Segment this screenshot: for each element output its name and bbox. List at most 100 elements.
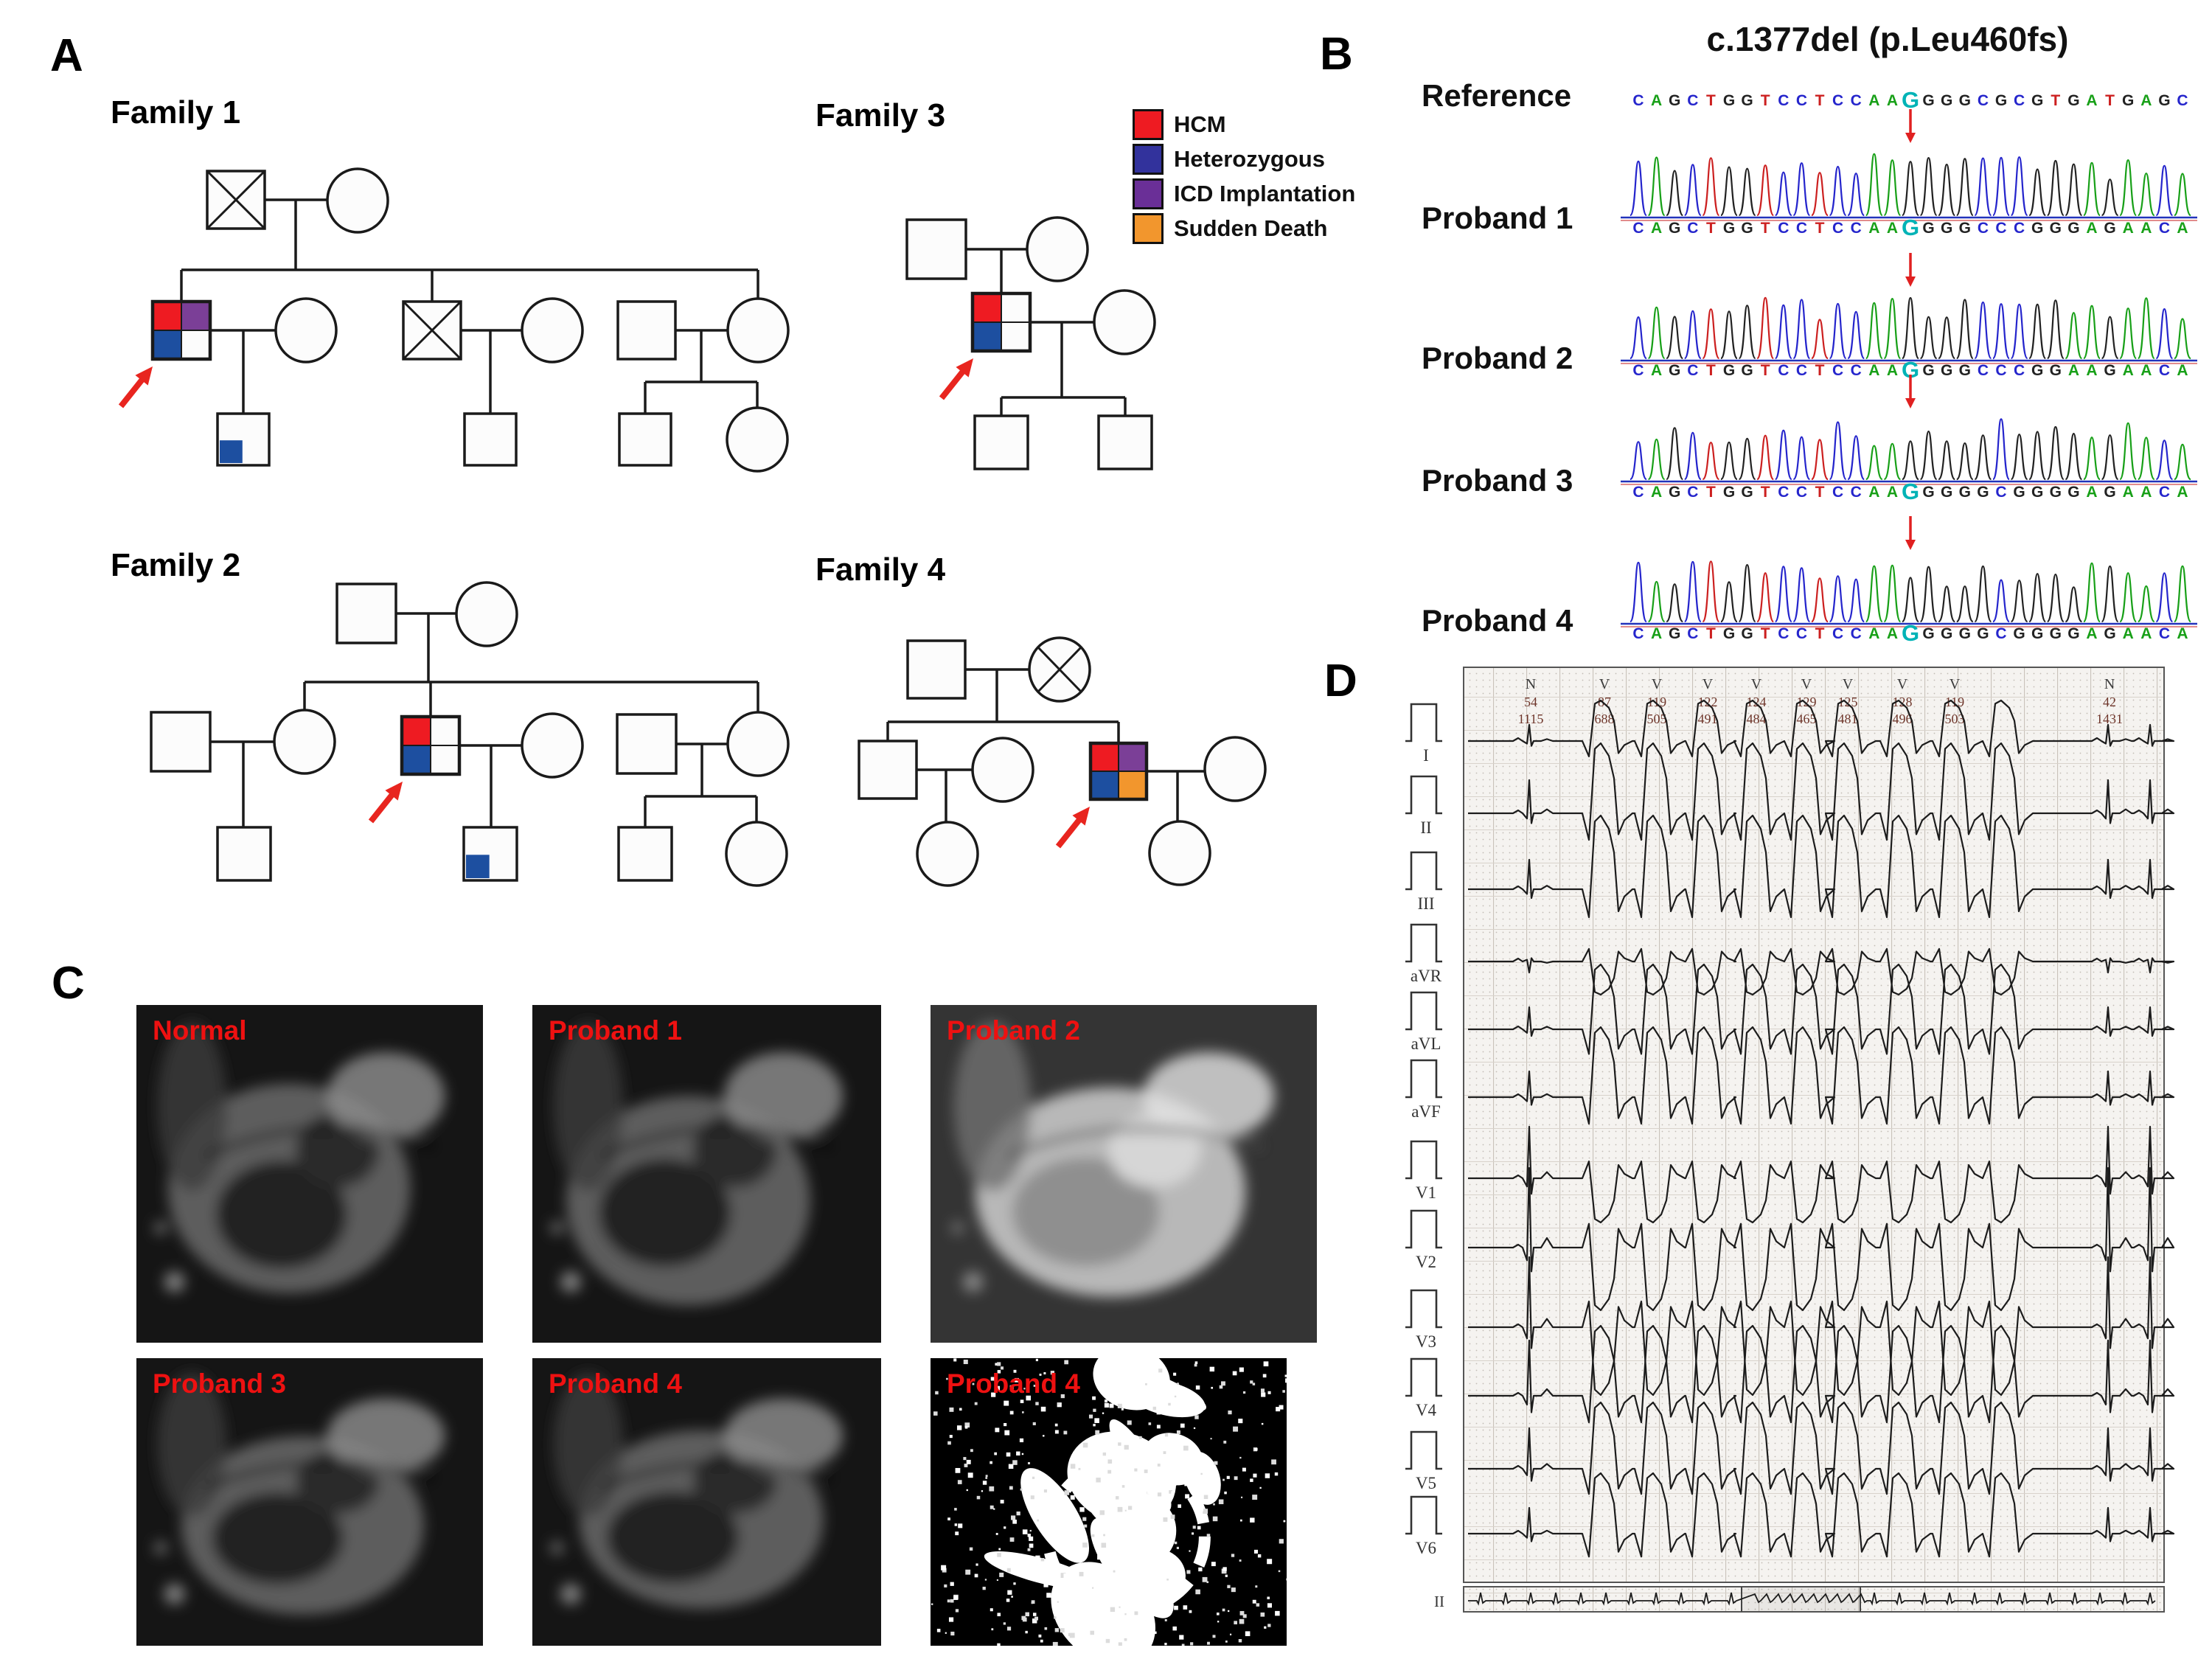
pedigree-individual — [216, 826, 272, 882]
legend-label: HCM — [1174, 111, 1226, 137]
chromatogram-peak — [2155, 439, 2174, 481]
sequence-base: G — [1977, 484, 1989, 501]
sequence-base: C — [2014, 220, 2025, 237]
sequence-base: A — [1651, 220, 1662, 237]
ecg-lead-label: I — [1423, 746, 1429, 765]
sequence-base: C — [1995, 625, 2006, 642]
chromatogram-peak — [2101, 434, 2119, 481]
sequence-base: C — [1632, 220, 1644, 237]
sequence-base: C — [1796, 362, 1807, 379]
sequence-base: A — [2123, 484, 2134, 501]
ecg-cal-pulse-icon — [1405, 1495, 1442, 1535]
legend-swatch-icon — [1133, 178, 1164, 209]
chromatogram-peak — [1666, 170, 1684, 217]
pedigree-individual — [726, 711, 790, 777]
ecg-cal-pulse-icon — [1405, 991, 1442, 1031]
ecg-beat-annotation-10: N 42 1431 — [2096, 676, 2123, 726]
chromatogram-peak — [1865, 302, 1883, 360]
sequence-base: G — [2050, 484, 2062, 501]
chromatogram-peak — [1883, 564, 1902, 623]
chromatogram-peak — [2046, 425, 2065, 481]
chromatogram-peak — [2082, 562, 2101, 623]
sequence-base: A — [1868, 484, 1879, 501]
chromatogram-peak — [1847, 435, 1865, 481]
sequence-base: G — [1723, 362, 1735, 379]
pedigree-individual — [858, 740, 918, 800]
sequence-base: A — [2086, 92, 2097, 109]
ecg-lead-label: III — [1418, 894, 1435, 913]
family-4-label: Family 4 — [815, 552, 946, 588]
pedigree-individual — [150, 711, 212, 773]
ecg-lead-label: aVR — [1411, 967, 1442, 985]
pedigree-individual — [326, 167, 389, 234]
chromatogram-peak — [1974, 565, 1992, 623]
sequence-base: G — [1723, 220, 1735, 237]
sequence-base: T — [1706, 92, 1716, 109]
proband-arrow-head — [385, 782, 403, 801]
ecg-lead-label: aVL — [1411, 1034, 1441, 1053]
sequence-base-highlighted: G — [1902, 215, 1919, 240]
sequence-base: A — [2140, 92, 2152, 109]
chromatogram-peak — [1810, 172, 1829, 217]
sequence-base: C — [1687, 625, 1698, 642]
sequence-base: T — [1761, 484, 1770, 501]
sequence-base: C — [1851, 625, 1862, 642]
ecg-trace-V6 — [1468, 1472, 2175, 1558]
ecg-annotation-text: V — [1950, 676, 1961, 692]
sequence-base: C — [1796, 484, 1807, 501]
sequence-base: T — [1761, 362, 1770, 379]
chromatogram-peak — [1865, 153, 1883, 217]
chromatogram-peak — [1955, 585, 1974, 623]
proband-arrow — [939, 366, 968, 400]
sequencing-row-label-proband-3: Proband 3 — [1422, 463, 1573, 498]
chromatogram-peak — [1883, 298, 1902, 360]
sequence-base: G — [1941, 625, 1952, 642]
chromatogram-peak — [2065, 312, 2083, 360]
chromatogram-peak — [2010, 303, 2028, 360]
sequence-base: G — [1995, 92, 2007, 109]
proband-arrow-head — [135, 366, 153, 386]
pedigree-individual — [1148, 820, 1211, 886]
sequence-base: T — [1706, 484, 1716, 501]
proband-arrow — [118, 374, 147, 408]
mri-image-4: Proband 4 — [532, 1358, 881, 1646]
ecg-beat-annotation-8: V 119 503 — [1945, 676, 1965, 726]
family-1-label: Family 1 — [111, 94, 241, 131]
sequence-base: G — [2067, 220, 2079, 237]
chromatogram-peak — [1974, 434, 1992, 481]
ecg-trace-V3 — [1468, 1256, 2175, 1397]
ecg-annotation-text: V — [1751, 676, 1762, 692]
sequence-base: C — [1832, 625, 1843, 642]
sequence-base: C — [1832, 92, 1843, 109]
chromatogram-peak — [1629, 316, 1648, 360]
ecg-annotation-text: V — [1703, 676, 1714, 692]
chromatogram-peak — [1719, 441, 1739, 481]
sequence-base: G — [1959, 484, 1971, 501]
sequencing-row-label-proband-2: Proband 2 — [1422, 341, 1573, 375]
chromatogram-peak — [2119, 422, 2138, 481]
sequence-base: A — [2177, 484, 2188, 501]
ecg-annotation-text: N — [1526, 676, 1536, 692]
mutation-arrow-head — [1905, 540, 1916, 550]
pedigree-individual — [1093, 289, 1156, 355]
ecg-annotation-text: 42 — [2103, 695, 2116, 709]
chromatogram-peak — [1865, 565, 1883, 623]
ecg-annotation-text: V — [1801, 676, 1812, 692]
sequence-base: C — [2014, 92, 2025, 109]
ecg-annotation-text: 496 — [1893, 712, 1913, 726]
pedigree-individual — [617, 826, 673, 882]
chromatogram-peak — [1810, 319, 1829, 360]
ecg-annotation-text: 87 — [1598, 695, 1611, 709]
chromatogram-peak — [2101, 565, 2119, 623]
pedigree-individual — [726, 297, 790, 364]
ecg-grid — [1463, 667, 2165, 1583]
chromatogram-peak — [2119, 159, 2138, 217]
ecg-annotation-text: 119 — [1945, 695, 1964, 709]
chromatogram-peak — [1847, 578, 1865, 623]
sequence-base: C — [1978, 92, 1989, 109]
sequence-base: T — [1706, 220, 1716, 237]
chromatogram-peak — [1666, 427, 1684, 481]
